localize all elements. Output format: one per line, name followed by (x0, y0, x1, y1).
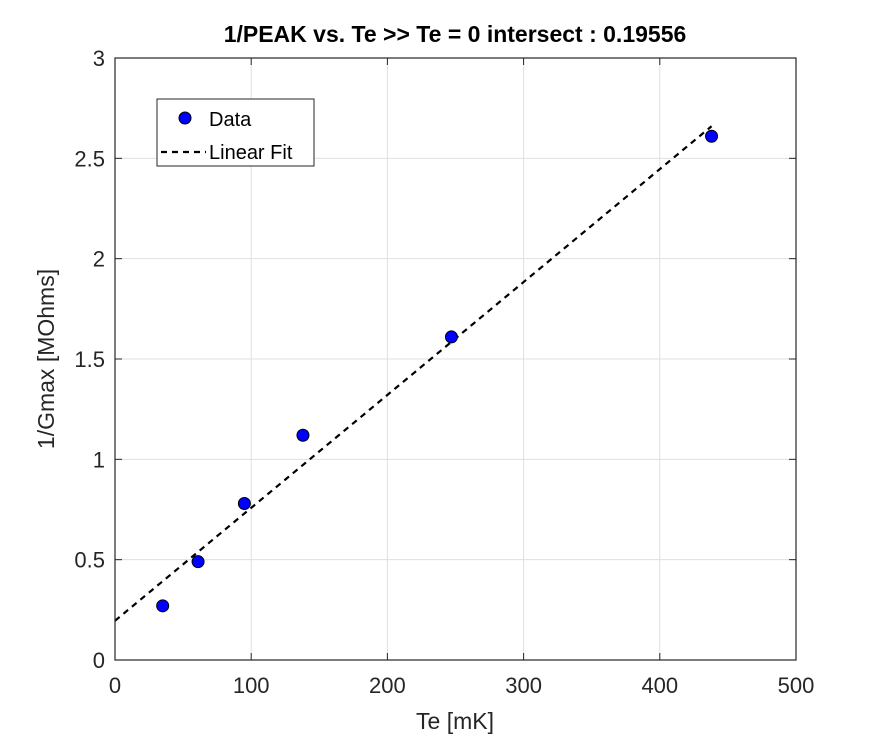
data-point (191, 555, 205, 569)
x-tick-label: 500 (778, 673, 815, 698)
legend: Data Linear Fit (156, 98, 315, 167)
y-tick-label: 2 (93, 247, 105, 272)
fit-layer (114, 125, 713, 622)
data-point (705, 129, 719, 143)
y-tick-label: 1.5 (74, 347, 105, 372)
y-tick-label: 2.5 (74, 146, 105, 171)
data-point (237, 496, 251, 510)
legend-box (156, 98, 315, 167)
y-axis-label: 1/Gmax [MOhms] (33, 269, 59, 449)
y-tick-labels: 0 0.5 1 1.5 2 2.5 3 (74, 46, 105, 673)
legend-marker-data (178, 111, 192, 125)
x-tick-label: 0 (109, 673, 121, 698)
x-axis-label: Te [mK] (416, 708, 494, 734)
y-tick-label: 3 (93, 46, 105, 71)
x-tick-label: 200 (369, 673, 406, 698)
x-tick-label: 100 (233, 673, 270, 698)
linear-fit-line (114, 125, 713, 622)
y-tick-label: 1 (93, 447, 105, 472)
legend-label-fit: Linear Fit (209, 142, 293, 164)
y-tick-label: 0.5 (74, 548, 105, 573)
legend-label-data: Data (209, 109, 252, 131)
x-tick-label: 300 (505, 673, 542, 698)
data-point (444, 330, 458, 344)
data-point (156, 599, 170, 613)
data-points (156, 129, 719, 613)
x-tick-labels: 0 100 200 300 400 500 (109, 673, 814, 698)
chart-title: 1/PEAK vs. Te >> Te = 0 intersect : 0.19… (224, 21, 687, 47)
data-point (296, 428, 310, 442)
y-tick-label: 0 (93, 648, 105, 673)
x-tick-label: 400 (641, 673, 678, 698)
ticks (114, 57, 797, 661)
